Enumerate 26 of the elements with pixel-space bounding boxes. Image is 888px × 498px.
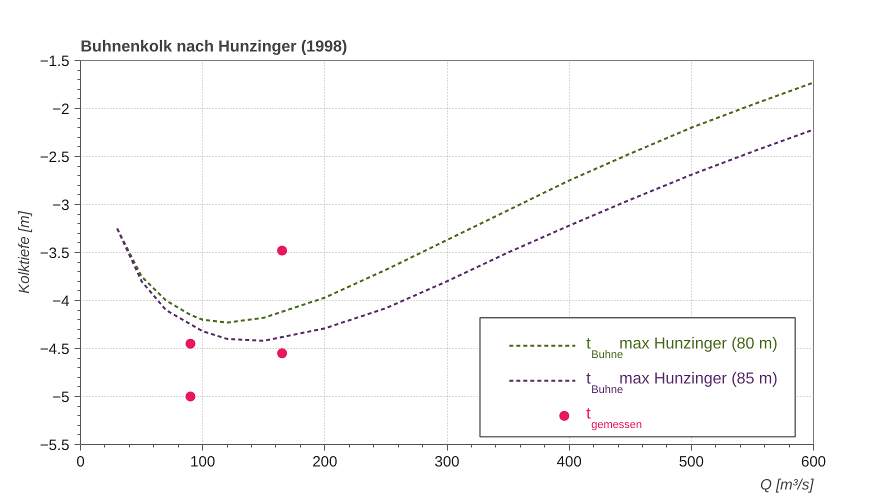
- point: [277, 246, 288, 256]
- y-tick-label: −1.5: [40, 53, 70, 70]
- x-tick-label: 500: [678, 454, 704, 470]
- y-tick-label: −2: [52, 101, 70, 118]
- chart-title: Buhnenkolk nach Hunzinger (1998): [80, 38, 348, 56]
- y-tick-label: −5.5: [40, 437, 70, 454]
- y-tick-label: −4: [52, 293, 70, 310]
- y-axis-title: Kolktiefe [m]: [16, 210, 33, 294]
- y-tick-label: −4.5: [40, 341, 70, 358]
- x-tick-label: 0: [76, 454, 85, 470]
- y-tick-label: −2.5: [40, 149, 70, 166]
- point: [185, 338, 196, 349]
- y-tick-label: −3.5: [40, 245, 70, 262]
- legend-label: tBuhnemax Hunzinger (85 m): [586, 370, 778, 396]
- y-tick-label: −3: [52, 197, 70, 214]
- x-tick-label: 300: [434, 454, 460, 470]
- x-axis-title: Q [m³/s]: [760, 476, 814, 494]
- legend-label: tgemessen: [586, 405, 642, 431]
- x-tick-label: 100: [190, 454, 216, 470]
- point: [185, 392, 196, 402]
- x-tick-label: 600: [800, 454, 826, 470]
- point: [277, 348, 288, 358]
- y-tick-label: −5: [52, 389, 70, 406]
- legend-label: tBuhnemax Hunzinger (80 m): [586, 335, 778, 361]
- x-tick-label: 200: [312, 454, 338, 470]
- x-tick-label: 400: [556, 454, 582, 470]
